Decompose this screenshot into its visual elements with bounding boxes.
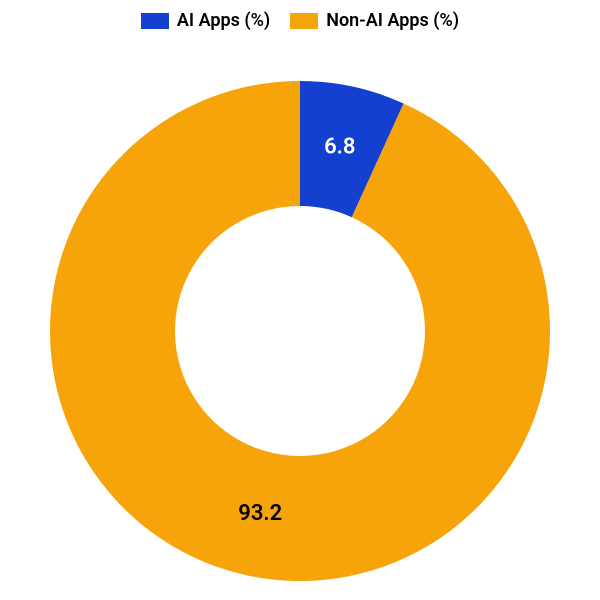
donut-slices: [50, 81, 550, 581]
donut-chart: 6.8 93.2: [0, 31, 600, 591]
legend-item-nonai: Non-AI Apps (%): [290, 10, 459, 31]
slice-label-ai: 6.8: [324, 135, 355, 160]
legend-label-ai: AI Apps (%): [177, 10, 270, 31]
legend: AI Apps (%) Non-AI Apps (%): [0, 0, 600, 31]
legend-label-nonai: Non-AI Apps (%): [326, 10, 459, 31]
legend-item-ai: AI Apps (%): [141, 10, 270, 31]
legend-swatch-ai: [141, 13, 169, 29]
slice-label-nonai: 93.2: [238, 501, 282, 526]
legend-swatch-nonai: [290, 13, 318, 29]
